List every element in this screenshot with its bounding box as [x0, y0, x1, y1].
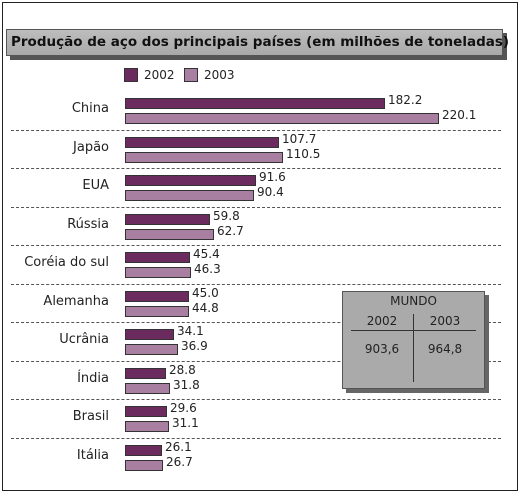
value-label-eua-2003: 90.4: [257, 185, 284, 199]
value-label-alemanha-2003: 44.8: [192, 300, 219, 315]
category-label-eua: EUA: [82, 178, 109, 193]
row-separator: [11, 322, 501, 323]
value-label-russia-2003: 62.7: [217, 223, 244, 238]
bar-japao-2002: [125, 136, 279, 148]
bar-ucrania-2003: [125, 344, 178, 355]
legend-label-2003: 2003: [204, 68, 235, 82]
value-label-coreia-do-sul-2002: 45.4: [193, 247, 220, 261]
category-label-italia: Itália: [76, 447, 109, 463]
category-label-china: China: [71, 101, 109, 116]
row-separator: [11, 360, 501, 362]
bar-coreia-do-sul-2002: [125, 252, 190, 263]
bar-alemanha-2002: [125, 290, 189, 302]
bar-coreia-do-sul-2003: [125, 267, 191, 278]
category-label-coreia-do-sul: Coréia do sul: [24, 255, 109, 270]
value-label-china-2002: 182.2: [388, 93, 423, 107]
value-label-italia-2003: 26.7: [166, 454, 193, 469]
world-divider-vertical: [413, 314, 414, 382]
bar-ucrania-2002: [125, 329, 174, 340]
category-label-ucrania: Ucrânia: [59, 332, 109, 347]
row-separator: [11, 245, 501, 246]
value-label-japao-2003: 110.5: [286, 146, 321, 161]
chart-title: Produção de aço dos principais países (e…: [11, 34, 510, 50]
bar-italia-2002: [125, 444, 162, 456]
world-title: MUNDO: [390, 294, 437, 308]
bar-russia-2003: [125, 228, 214, 240]
value-label-japao-2002: 107.7: [282, 131, 317, 146]
category-label-india: Índia: [77, 370, 109, 386]
bar-brasil-2003: [125, 421, 169, 432]
value-label-brasil-2002: 29.6: [170, 401, 197, 415]
row-separator: [11, 168, 501, 169]
value-label-italia-2002: 26.1: [165, 439, 192, 454]
category-label-japao: Japão: [73, 139, 109, 155]
bar-alemanha-2003: [125, 305, 189, 317]
value-label-china-2003: 220.1: [442, 108, 477, 122]
value-label-india-2002: 28.8: [169, 362, 196, 377]
row-separator: [11, 206, 501, 208]
chart-title-bar: Produção de aço dos principais países (e…: [6, 29, 509, 56]
value-label-coreia-do-sul-2003: 46.3: [194, 262, 221, 276]
world-year-2003: 2003: [429, 314, 461, 328]
bar-italia-2003: [125, 459, 163, 471]
legend-swatch-2002: [124, 68, 138, 82]
value-label-alemanha-2002: 45.0: [192, 285, 219, 300]
bar-eua-2002: [125, 175, 256, 186]
value-label-russia-2002: 59.8: [213, 208, 240, 223]
value-label-ucrania-2003: 36.9: [181, 339, 208, 353]
category-label-russia: Rússia: [67, 216, 109, 232]
world-year-2002: 2002: [366, 314, 398, 328]
bar-india-2002: [125, 367, 166, 379]
world-summary-box: MUNDO 2002 2003 903,6 964,8: [342, 291, 485, 389]
legend-label-2002: 2002: [144, 68, 175, 82]
bar-brasil-2002: [125, 406, 167, 417]
value-label-eua-2002: 91.6: [259, 170, 286, 184]
value-label-brasil-2003: 31.1: [172, 416, 199, 430]
bar-russia-2002: [125, 213, 210, 225]
row-separator: [11, 399, 501, 400]
category-label-alemanha: Alemanha: [43, 293, 109, 309]
bar-eua-2003: [125, 190, 254, 201]
bar-india-2003: [125, 382, 170, 394]
value-label-ucrania-2002: 34.1: [177, 324, 204, 338]
category-label-brasil: Brasil: [72, 409, 109, 424]
world-value-2003: 964,8: [427, 342, 463, 356]
row-separator: [11, 283, 501, 285]
bar-china-2002: [125, 98, 385, 109]
world-value-2002: 903,6: [364, 342, 400, 356]
row-separator: [11, 437, 501, 439]
legend-swatch-2003: [184, 68, 198, 82]
row-separator: [11, 129, 501, 131]
bar-japao-2003: [125, 151, 283, 163]
bar-china-2003: [125, 113, 439, 124]
value-label-india-2003: 31.8: [173, 377, 200, 392]
